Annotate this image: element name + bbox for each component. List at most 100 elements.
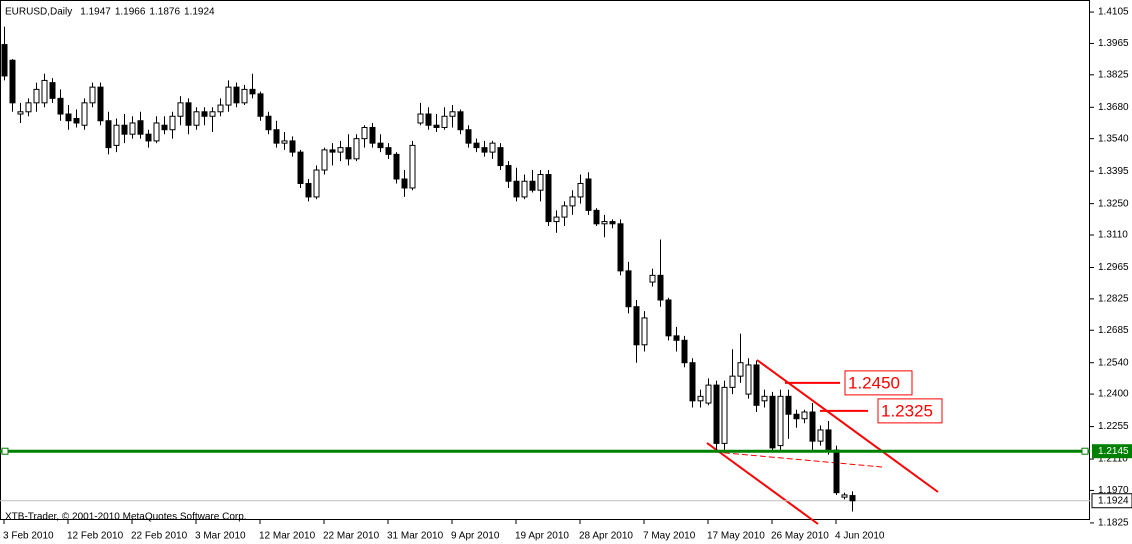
level-box bbox=[877, 398, 943, 424]
candle-body bbox=[177, 102, 184, 117]
header-value: 1.1966 bbox=[115, 7, 146, 18]
candle-body bbox=[633, 306, 640, 346]
candle-body bbox=[321, 149, 328, 171]
x-tick-label: 7 May 2010 bbox=[643, 531, 696, 542]
candle-body bbox=[361, 126, 368, 140]
x-tick-label: 22 Feb 2010 bbox=[131, 531, 188, 542]
candle-body bbox=[121, 124, 128, 135]
candle-body bbox=[441, 115, 448, 128]
y-tick-label: 1.2685 bbox=[1098, 325, 1129, 336]
candle-body bbox=[425, 113, 432, 126]
y-tick-label: 1.2540 bbox=[1098, 357, 1129, 368]
candle-body bbox=[721, 386, 728, 444]
candle-body bbox=[73, 118, 80, 124]
candle-body bbox=[265, 115, 272, 131]
x-tick-label: 9 Apr 2010 bbox=[451, 531, 500, 542]
header-value: 1.1876 bbox=[149, 7, 180, 18]
candle-body bbox=[673, 335, 680, 341]
candle-body bbox=[769, 395, 776, 449]
candle-body bbox=[33, 88, 40, 104]
candle-body bbox=[337, 147, 344, 153]
y-tick-label: 1.2110 bbox=[1098, 454, 1128, 465]
candle-body bbox=[417, 113, 424, 124]
candle-body bbox=[497, 147, 504, 167]
y-tick-label: 1.3540 bbox=[1098, 133, 1129, 144]
candle-body bbox=[537, 174, 544, 191]
level-box bbox=[844, 370, 913, 396]
candle-body bbox=[241, 88, 248, 104]
candle-body bbox=[785, 395, 792, 415]
x-tick-label: 17 May 2010 bbox=[707, 531, 765, 542]
y-tick-label: 1.3825 bbox=[1098, 69, 1129, 80]
candle-body bbox=[89, 86, 96, 104]
candle-body bbox=[473, 142, 480, 149]
candle-body bbox=[793, 413, 800, 420]
candle-body bbox=[409, 144, 416, 189]
x-tick-label: 28 Apr 2010 bbox=[579, 531, 633, 542]
candle-body bbox=[185, 102, 192, 126]
candle-body bbox=[113, 124, 120, 146]
candle-body bbox=[257, 93, 264, 117]
candle-body bbox=[753, 364, 760, 406]
candle-body bbox=[225, 86, 232, 106]
candle-body bbox=[617, 223, 624, 272]
candle-body bbox=[761, 395, 768, 402]
bid-label: 1.1924 bbox=[1098, 495, 1129, 506]
trendline bbox=[706, 442, 819, 525]
candle-body bbox=[209, 111, 216, 117]
candle-body bbox=[665, 299, 672, 337]
copyright: XTB-Trader, © 2001-2010 MetaQuotes Softw… bbox=[5, 512, 247, 523]
candle-body bbox=[393, 153, 400, 180]
candle-body bbox=[649, 274, 656, 283]
candle-body bbox=[561, 205, 568, 218]
candle-body bbox=[465, 129, 472, 144]
level-label: 1.2325 bbox=[881, 401, 933, 420]
candle-body bbox=[601, 221, 608, 225]
candle-body bbox=[809, 411, 816, 442]
candle-body bbox=[569, 196, 576, 207]
y-tick-label: 1.3680 bbox=[1098, 102, 1129, 113]
candle-body bbox=[377, 142, 384, 149]
y-tick-label: 1.1825 bbox=[1098, 518, 1129, 529]
candle-body bbox=[625, 270, 632, 308]
candle-body bbox=[305, 182, 312, 198]
candle-body bbox=[841, 494, 848, 498]
candle-body bbox=[729, 375, 736, 388]
bid-label-box bbox=[1091, 493, 1132, 509]
candle-body bbox=[657, 274, 664, 301]
candle-body bbox=[457, 111, 464, 131]
x-tick-label: 26 May 2010 bbox=[771, 531, 829, 542]
candle-body bbox=[849, 495, 856, 502]
header-value: 1.1924 bbox=[184, 7, 215, 18]
candle-body bbox=[745, 364, 752, 395]
candle-body bbox=[105, 120, 112, 149]
candle-body bbox=[825, 429, 832, 451]
y-tick-label: 1.3110 bbox=[1098, 230, 1128, 241]
candle-body bbox=[217, 104, 224, 113]
candle-body bbox=[593, 209, 600, 225]
level-label: 1.2450 bbox=[848, 373, 900, 392]
candle-body bbox=[553, 216, 560, 223]
candle-body bbox=[401, 178, 408, 189]
x-tick-label: 3 Feb 2010 bbox=[3, 531, 54, 542]
candle-body bbox=[681, 339, 688, 364]
candle-body bbox=[313, 169, 320, 198]
candle-body bbox=[9, 59, 16, 104]
chart-title: EURUSD,Daily bbox=[5, 7, 72, 18]
candle-body bbox=[449, 111, 456, 117]
candle-body bbox=[481, 147, 488, 153]
x-tick-label: 19 Apr 2010 bbox=[515, 531, 569, 542]
candle-body bbox=[289, 140, 296, 153]
candle-body bbox=[585, 178, 592, 211]
candle-body bbox=[521, 180, 528, 198]
x-tick-label: 12 Feb 2010 bbox=[67, 531, 124, 542]
candle-body bbox=[81, 102, 88, 126]
x-tick-label: 4 Jun 2010 bbox=[835, 531, 885, 542]
candle-body bbox=[129, 122, 136, 135]
y-tick-label: 1.4105 bbox=[1098, 7, 1129, 18]
support-handle bbox=[1081, 447, 1089, 455]
candle-body bbox=[777, 395, 784, 447]
candle-body bbox=[297, 151, 304, 184]
candle-body bbox=[713, 384, 720, 444]
